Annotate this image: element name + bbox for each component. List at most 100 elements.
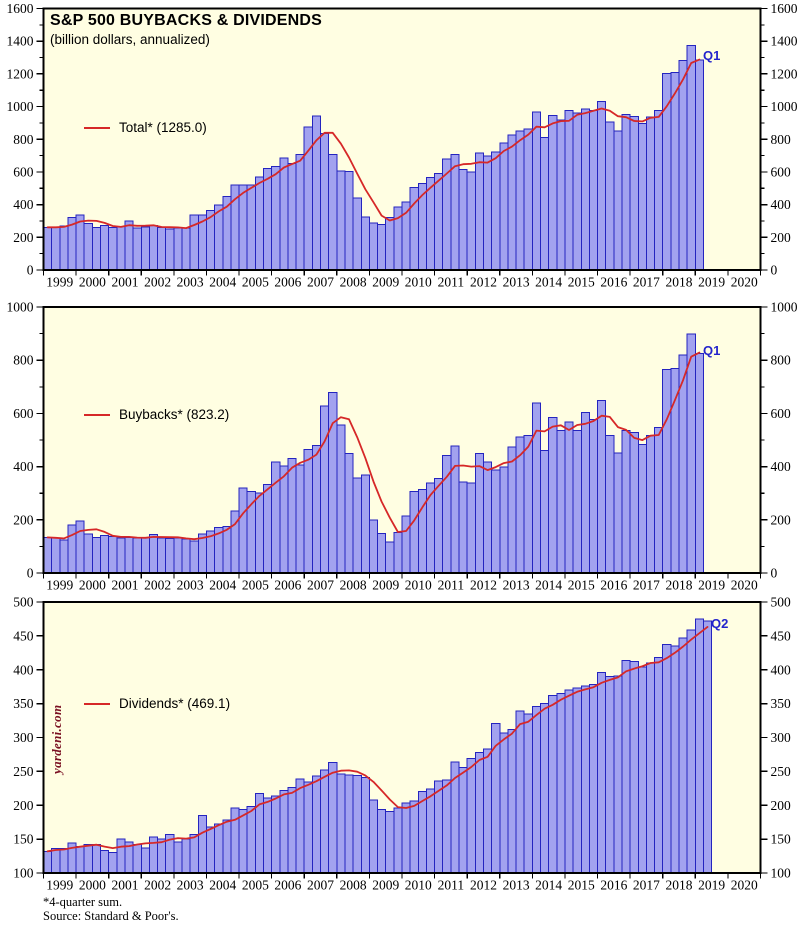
- bar-total-q28: [271, 166, 281, 271]
- bar-buybacks-q74: [645, 434, 656, 574]
- bar-dividends-q64: [564, 689, 574, 874]
- ytick-label-right: 300: [771, 730, 792, 745]
- bar-total-q26: [254, 176, 264, 271]
- bar-buybacks-q9: [116, 537, 126, 574]
- year-label: 2018: [666, 275, 693, 290]
- bar-dividends-q5: [83, 844, 93, 874]
- bar-dividends-q41: [377, 808, 387, 874]
- ytick-label-right: 1600: [771, 1, 798, 16]
- bar-dividends-q58: [515, 710, 525, 874]
- bar-buybacks-q28: [271, 461, 281, 574]
- bar-buybacks-q6: [91, 536, 102, 574]
- bar-total-q24: [238, 184, 248, 271]
- bar-total-q0: [43, 226, 53, 271]
- yardeni-watermark: yardeni.com: [49, 704, 64, 774]
- bar-buybacks-q27: [262, 484, 273, 574]
- bar-dividends-q29: [279, 789, 289, 874]
- bar-dividends-q24: [238, 808, 248, 874]
- ytick-label-right: 500: [771, 595, 792, 610]
- bar-total-q65: [572, 112, 582, 271]
- bar-buybacks-q73: [637, 444, 647, 574]
- bar-dividends-q66: [580, 685, 590, 874]
- bar-buybacks-q79: [686, 333, 696, 574]
- bar-buybacks-q5: [83, 533, 93, 574]
- bar-total-q40: [368, 222, 379, 271]
- year-label: 2002: [144, 275, 171, 290]
- year-label: 2010: [405, 878, 432, 893]
- bar-dividends-q46: [417, 791, 427, 874]
- year-label: 2019: [698, 275, 725, 290]
- year-label: 2014: [535, 878, 562, 893]
- ytick-label-left: 450: [13, 628, 34, 643]
- ytick-label-left: 150: [13, 832, 34, 847]
- ytick-label-left: 200: [13, 512, 34, 527]
- bar-buybacks-q12: [140, 536, 150, 574]
- bar-total-q68: [597, 100, 607, 271]
- bar-total-q9: [116, 226, 126, 271]
- bar-dividends-q11: [132, 844, 142, 874]
- year-label: 2014: [535, 578, 562, 593]
- ytick-label-left: 600: [13, 164, 34, 179]
- bar-total-q71: [621, 113, 631, 271]
- bar-buybacks-q64: [564, 421, 574, 574]
- bar-total-q42: [385, 216, 395, 271]
- bar-buybacks-q15: [165, 538, 175, 574]
- bar-dividends-q73: [637, 666, 647, 874]
- ytick-label-left: 400: [13, 459, 34, 474]
- ytick-label-left: 1200: [7, 66, 34, 81]
- year-label: 2003: [177, 275, 204, 290]
- bar-dividends-q79: [686, 629, 696, 874]
- bar-buybacks-q55: [491, 469, 501, 574]
- bar-total-q25: [246, 184, 256, 271]
- bar-buybacks-q61: [540, 449, 550, 574]
- bar-dividends-q14: [157, 838, 167, 874]
- bar-total-q70: [613, 130, 623, 271]
- bar-total-q64: [564, 109, 574, 271]
- bar-buybacks-q72: [629, 432, 639, 574]
- year-label: 2012: [470, 878, 497, 893]
- bar-dividends-q81: [702, 620, 713, 874]
- bar-dividends-q59: [523, 713, 533, 874]
- bar-total-q55: [491, 151, 501, 271]
- bar-dividends-q52: [466, 758, 476, 874]
- bar-total-q73: [637, 123, 647, 271]
- bar-buybacks-q60: [531, 402, 542, 574]
- bar-dividends-q44: [401, 802, 411, 874]
- bar-total-q30: [287, 162, 297, 271]
- bar-total-q16: [173, 227, 183, 271]
- ytick-label-left: 400: [13, 197, 34, 212]
- bar-buybacks-q18: [189, 540, 199, 574]
- bar-buybacks-q67: [588, 418, 599, 574]
- ytick-label-left: 250: [13, 764, 34, 779]
- bar-buybacks-q26: [254, 492, 264, 574]
- bar-total-q60: [531, 111, 542, 271]
- trend-line-total: [46, 58, 701, 230]
- year-label: 2001: [111, 275, 138, 290]
- year-label: 2013: [503, 275, 530, 290]
- bar-total-q8: [108, 227, 118, 271]
- red-line-swatch: [84, 702, 110, 705]
- bar-buybacks-q44: [401, 515, 411, 574]
- ytick-label-right: 0: [771, 263, 778, 278]
- ytick-label-right: 600: [771, 164, 792, 179]
- bar-buybacks-q45: [409, 490, 419, 574]
- bar-buybacks-q17: [181, 538, 191, 574]
- ytick-label-left: 800: [13, 353, 34, 368]
- bar-dividends-q74: [645, 662, 656, 874]
- bar-total-q10: [124, 220, 134, 271]
- bar-buybacks-q8: [108, 536, 118, 574]
- year-label: 2007: [307, 878, 334, 893]
- ytick-label-left: 800: [13, 132, 34, 147]
- year-label: 2015: [568, 275, 595, 290]
- end-label-total: Q1: [703, 48, 721, 63]
- year-label: 1999: [46, 578, 73, 593]
- bar-buybacks-q3: [67, 524, 77, 574]
- bar-buybacks-q53: [474, 453, 484, 574]
- bar-total-q57: [507, 134, 517, 271]
- bar-total-q41: [377, 224, 387, 271]
- bar-dividends-q75: [654, 657, 664, 874]
- bar-dividends-q48: [434, 780, 444, 874]
- year-label: 2017: [633, 275, 660, 290]
- ytick-label-right: 250: [771, 764, 792, 779]
- bar-dividends-q12: [140, 847, 150, 874]
